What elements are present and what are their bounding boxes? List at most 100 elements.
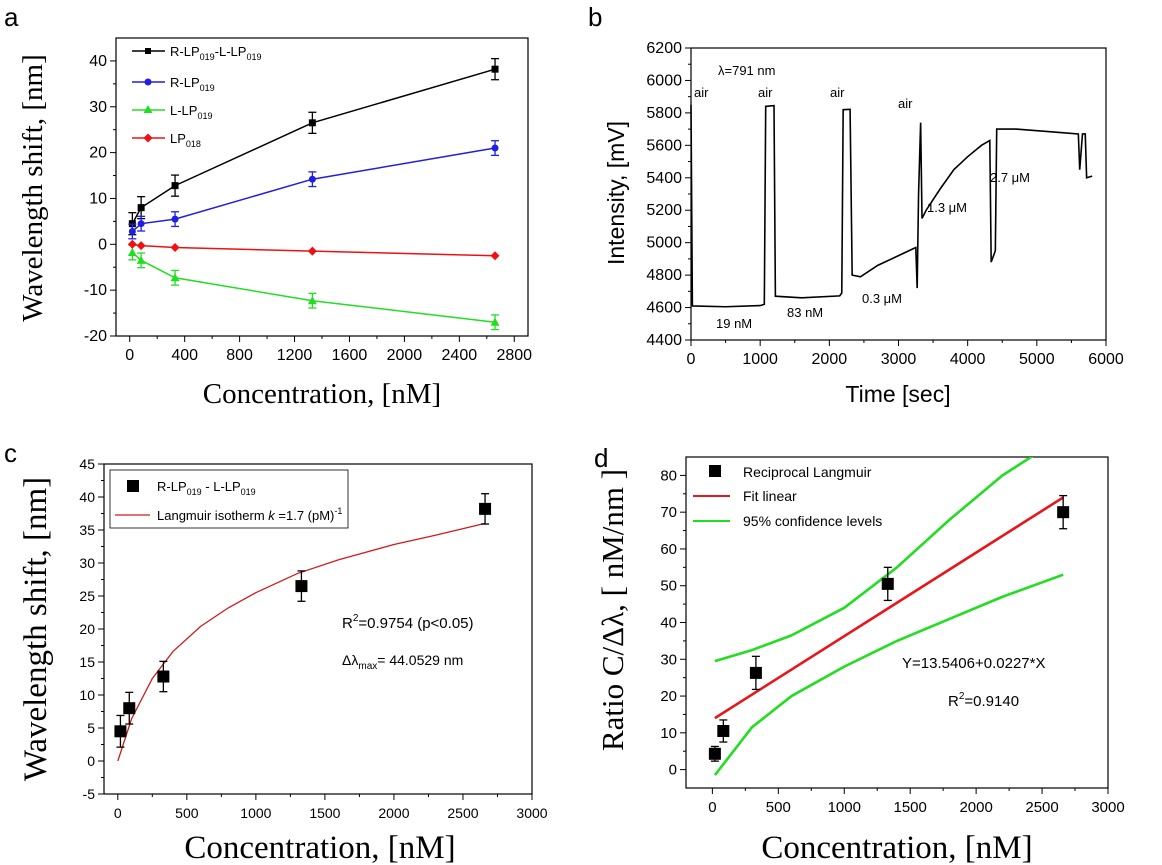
data-point-d <box>749 666 762 679</box>
x-tick-label-d: 2000 <box>959 799 992 816</box>
y-tick-label-c: 45 <box>79 456 95 472</box>
legend-label-d-1: Fit linear <box>743 488 797 504</box>
x-tick-label-a: 0 <box>125 347 134 364</box>
x-tick-label-b: 3000 <box>881 351 917 368</box>
y-tick-label-b: 5000 <box>646 235 682 252</box>
data-point-a-0 <box>491 65 499 73</box>
y-tick-label-b: 4400 <box>646 332 682 349</box>
x-tick-label-a: 1600 <box>332 347 368 364</box>
x-tick-label-c: 500 <box>175 805 199 821</box>
x-tick-label-d: 1500 <box>894 799 927 816</box>
panel-letter-b: b <box>588 2 602 32</box>
plot-frame-d <box>685 456 1109 789</box>
x-tick-label-c: 2000 <box>378 805 409 821</box>
x-tick-label-c: 0 <box>114 805 122 821</box>
data-point-a-1 <box>491 144 499 152</box>
y-tick-label-b: 5800 <box>646 105 682 122</box>
y-axis-label-a: Wavelength shift, [nm] <box>17 54 49 321</box>
x-tick-label-d: 500 <box>766 799 791 816</box>
x-tick-label-c: 1500 <box>309 805 340 821</box>
annotation-conc-2-7uM: 2.7 μM <box>990 170 1030 185</box>
y-axis-label-d: Ratio C/Δλ, [ nM/nm ] <box>595 469 630 751</box>
annotation-lambda: λ=791 nm <box>718 63 775 78</box>
y-tick-label-b: 6200 <box>646 40 682 57</box>
data-point-a-3 <box>170 243 180 253</box>
x-tick-label-d: 0 <box>708 799 716 816</box>
y-tick-label-c: 5 <box>87 720 95 736</box>
series-line-a-1 <box>131 147 496 233</box>
x-axis-label-c: Concentration, [nM] <box>184 830 455 865</box>
data-point-a-2 <box>307 296 317 305</box>
legend-label-a-3: LP018 <box>170 131 201 149</box>
data-point-a-1 <box>137 220 145 228</box>
data-point-c <box>157 670 170 683</box>
data-point-a-3 <box>127 239 137 249</box>
x-tick-label-d: 1000 <box>828 799 861 816</box>
data-point-a-2 <box>127 248 137 257</box>
x-tick-label-a: 2000 <box>387 347 423 364</box>
x-tick-label-b: 5000 <box>1019 351 1055 368</box>
y-tick-label-a: 20 <box>89 145 107 162</box>
legend-label-a-0: R-LP019-L-LP019 <box>170 44 261 62</box>
y-tick-label-c: 35 <box>79 522 95 538</box>
y-tick-label-c: 25 <box>79 588 95 604</box>
x-tick-label-a: 800 <box>226 347 253 364</box>
langmuir-fit-line-c <box>117 522 486 762</box>
y-tick-label-c: 40 <box>79 489 95 505</box>
legend-c: R-LP019 - L-LP019 Langmuir isotherm k =1… <box>109 469 349 529</box>
data-point-a-2 <box>490 317 500 326</box>
data-point-a-3 <box>136 241 146 251</box>
linear-fit-line-d <box>714 496 1064 720</box>
confidence-band-line-d <box>713 573 1064 776</box>
x-tick-label-b: 0 <box>687 351 696 368</box>
y-tick-label-b: 5600 <box>646 137 682 154</box>
fit-equation-d: Y=13.5406+0.0227*X <box>902 655 1045 672</box>
confidence-band-line-d <box>714 457 1034 663</box>
y-tick-label-a: -20 <box>84 328 107 345</box>
x-tick-label-b: 2000 <box>812 351 848 368</box>
y-tick-label-b: 4800 <box>646 267 682 284</box>
y-tick-label-c: 0 <box>87 753 95 769</box>
legend-label-d-0: Reciprocal Langmuir <box>743 464 872 480</box>
y-tick-label-d: 60 <box>660 541 677 558</box>
data-point-d <box>708 747 721 760</box>
r2-annotation-d: R2=0.9140 <box>948 691 1019 710</box>
data-point-c <box>295 580 308 593</box>
chart-panel-b: 0 1000 2000 3000 4000 5000 6000 4400 4600 4800 500… <box>603 40 1124 407</box>
y-tick-label-b: 6000 <box>646 72 682 89</box>
x-tick-label-c: 1000 <box>240 805 271 821</box>
data-point-a-1 <box>308 175 316 183</box>
annotations-b: λ=791 nm air air air air 19 nM 83 nM 0.3… <box>694 63 1030 331</box>
legend-label-c-1: Langmuir isotherm k =1.7 (pM)-1 <box>157 506 342 523</box>
y-tick-label-d: 80 <box>660 467 677 484</box>
annotation-conc-19nM: 19 nM <box>716 316 752 331</box>
legend-d: Reciprocal Langmuir Fit linear 95% confi… <box>693 464 882 529</box>
y-axis-label-c: Wavelength shift, [nm] <box>18 477 54 781</box>
annotation-air-3: air <box>830 85 845 100</box>
data-point-a-1 <box>171 215 179 223</box>
y-tick-label-c: 10 <box>79 687 95 703</box>
panel-letter-c: c <box>4 438 17 468</box>
y-tick-label-c: -5 <box>83 786 96 802</box>
y-tick-label-d: 40 <box>660 615 677 632</box>
y-tick-label-a: 40 <box>89 53 107 70</box>
x-tick-label-b: 6000 <box>1088 351 1124 368</box>
data-point-d <box>717 724 730 737</box>
legend-label-d-2: 95% confidence levels <box>743 513 882 529</box>
data-point-a-2 <box>170 273 180 282</box>
chart-panel-a: 0 400 800 1200 1600 2000 2400 2800 -20 -10 0 10 20 30… <box>17 37 532 410</box>
legend-marker-a-3 <box>143 133 153 143</box>
x-tick-label-b: 1000 <box>742 351 778 368</box>
data-point-a-0 <box>137 204 145 212</box>
legend-marker-a-2 <box>143 105 153 113</box>
x-tick-label-a: 2400 <box>442 347 478 364</box>
data-point-a-3 <box>307 246 317 256</box>
x-axis-label-a: Concentration, [nM] <box>203 378 441 410</box>
x-tick-label-d: 2500 <box>1025 799 1058 816</box>
x-axis-label-d: Concentration, [nM] <box>761 830 1032 865</box>
y-tick-label-d: 50 <box>660 578 677 595</box>
legend-label-a-1: R-LP019 <box>170 75 215 93</box>
legend-marker-d-0 <box>709 465 721 477</box>
x-tick-label-c: 2500 <box>447 805 478 821</box>
y-tick-label-a: 0 <box>98 236 107 253</box>
